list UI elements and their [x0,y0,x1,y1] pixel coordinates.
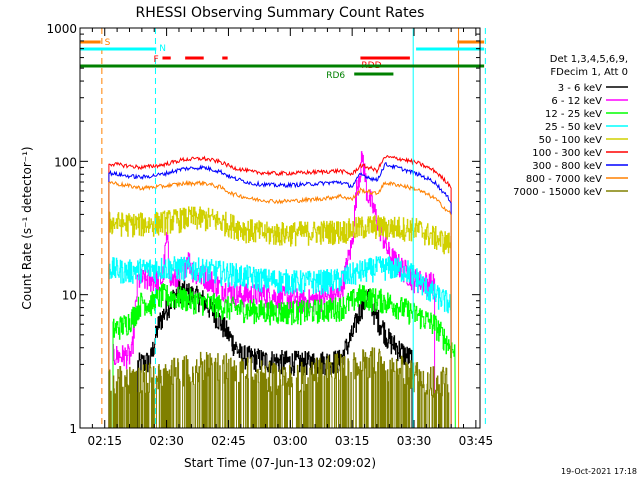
series-800-7000-keV-line [108,179,452,428]
series-6-12-keV-line [112,151,436,428]
y-tick-label-3: 1000 [46,22,77,36]
chart-title: RHESSI Observing Summary Count Rates [136,5,425,21]
flag-label-F: F [153,55,158,65]
legend-label-1: 6 - 12 keV [551,96,602,107]
plot-frame [79,27,481,429]
y-axis-label: Count Rate (s⁻¹ detector⁻¹) [20,146,34,309]
flag-layer: SNFRDDRD6 [80,38,485,81]
flag-label-RD6: RD6 [326,71,345,81]
y-tick-label-1: 10 [62,289,77,303]
flag-label-N: N [159,44,166,54]
legend-header-line-1: FDecim 1, Att 0 [550,67,628,78]
y-tick-label-0: 1 [69,422,77,436]
legend-label-5: 100 - 300 keV [532,148,602,159]
series-300-800-keV-line [108,162,452,428]
x-tick-label-5: 03:30 [397,434,432,448]
legend-label-8: 7000 - 15000 keV [513,187,602,198]
legend-label-3: 25 - 50 keV [545,122,602,133]
x-tick-label-4: 03:15 [335,434,370,448]
x-tick-label-0: 02:15 [87,434,122,448]
legend-label-7: 800 - 7000 keV [526,174,602,185]
series-12-25-keV-line [112,283,456,429]
legend: Det 1,3,4,5,6,9, FDecim 1, Att 0 3 - 6 keV… [513,54,628,198]
legend-header-line-0: Det 1,3,4,5,6,9, [550,54,628,65]
flag-label-S: S [105,38,111,48]
x-tick-label-6: 03:45 [459,434,494,448]
footer-date: 19-Oct-2021 17:18 [561,467,637,476]
data-layer [108,151,456,429]
series-25-50-keV-line [108,256,452,429]
series-100-300-keV-line [108,155,452,428]
legend-label-6: 300 - 800 keV [532,161,602,172]
y-tick-label-2: 100 [54,155,77,169]
axes-layer: 1 10 100 1000 02:15 02:30 02:45 03:00 03:15 03:30… [46,22,493,448]
legend-label-0: 3 - 6 keV [558,83,602,94]
x-tick-label-2: 02:45 [211,434,246,448]
x-tick-label-3: 03:00 [273,434,308,448]
x-axis-label: Start Time (07-Jun-13 02:09:02) [184,456,376,470]
x-tick-label-1: 02:30 [149,434,184,448]
series-50-100-keV-line [108,206,452,429]
legend-label-2: 12 - 25 keV [545,109,602,120]
legend-label-4: 50 - 100 keV [539,135,603,146]
